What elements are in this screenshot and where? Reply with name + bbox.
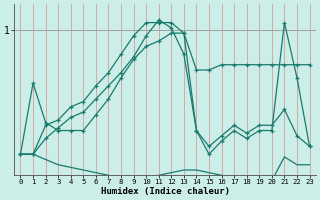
X-axis label: Humidex (Indice chaleur): Humidex (Indice chaleur) <box>100 187 229 196</box>
